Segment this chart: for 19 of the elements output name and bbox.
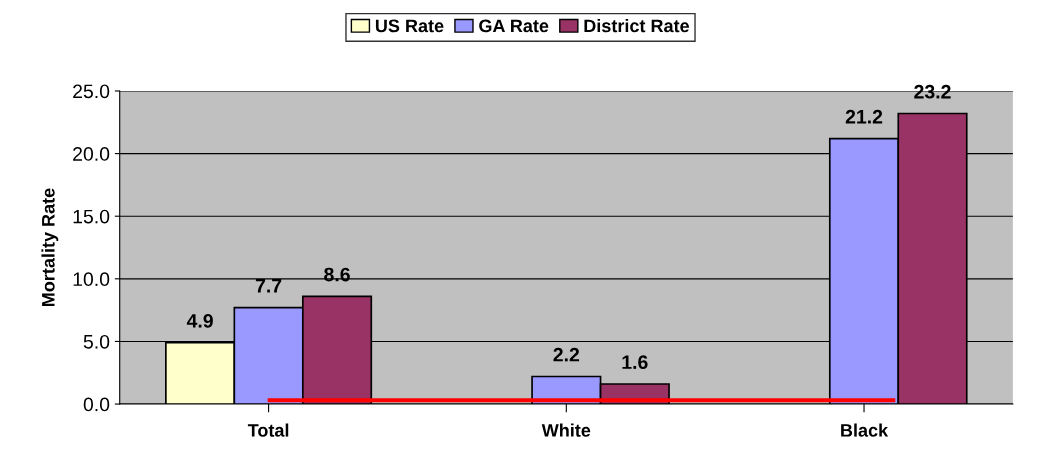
y-tick-label: 5.0 — [83, 334, 110, 349]
x-tick-label: White — [541, 423, 591, 437]
legend-label: District Rate — [584, 18, 689, 33]
data-label: 2.2 — [553, 347, 580, 362]
x-tick-label: Total — [247, 423, 289, 437]
data-label: 23.2 — [914, 84, 951, 99]
y-tick-label: 0.0 — [83, 397, 110, 412]
y-axis-title: Mortality Rate — [41, 188, 59, 306]
data-label: 1.6 — [622, 355, 648, 370]
legend-label: US Rate — [375, 19, 444, 33]
data-label: 21.2 — [845, 109, 883, 124]
legend-label: GA Rate — [479, 19, 549, 33]
data-label: 4.9 — [186, 313, 213, 328]
y-tick-label: 10.0 — [73, 272, 110, 287]
x-tick-label: Black — [841, 423, 889, 437]
y-tick-label: 20.0 — [73, 147, 110, 161]
y-tick-label: 25.0 — [73, 84, 110, 99]
y-tick-label: 15.0 — [73, 209, 110, 224]
data-label: 7.7 — [255, 279, 282, 293]
